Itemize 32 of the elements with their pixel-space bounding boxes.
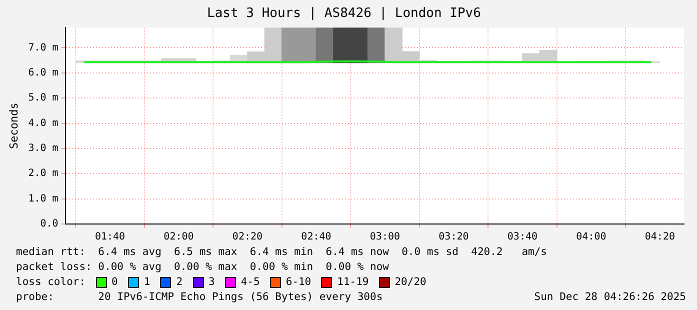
y-tick-label: 4.0 m: [28, 118, 58, 129]
y-tick-label: 2.0 m: [28, 168, 58, 180]
text: loss color:: [16, 275, 86, 290]
text: 6-10: [286, 275, 312, 290]
text: 11-19: [337, 275, 369, 290]
x-tick-label: 02:00: [164, 232, 194, 243]
x-tick-label: 03:40: [507, 232, 538, 243]
text: probe: 20 IPv6-ICMP Echo Pings (56 Bytes) every 300s: [16, 290, 383, 305]
text: 0: [112, 275, 118, 290]
x-tick-label: 02:20: [232, 232, 263, 243]
chart-title: Last 3 Hours | AS8426 | London IPv6: [207, 6, 481, 22]
text: median rtt: 6.4 ms avg 6.5 ms max 6.4 ms min 6.4 ms now 0.0 ms sd 420.2 am/s: [16, 245, 548, 260]
text: 4-5: [240, 275, 260, 290]
y-tick-label: 3.0 m: [28, 143, 58, 154]
y-tick-label: 6.0 m: [28, 68, 58, 79]
x-tick-label: 03:00: [370, 232, 400, 243]
text: 2: [176, 275, 183, 290]
x-tick-label: 04:00: [576, 232, 606, 243]
text: 1: [144, 275, 150, 290]
x-tick-label: 02:40: [301, 232, 332, 243]
x-tick-label: 03:20: [438, 232, 469, 243]
x-tick-label: 01:40: [94, 232, 126, 243]
y-axis-title: Seconds: [7, 102, 20, 149]
text: packet loss: 0.00 % avg 0.00 % max 0.00 % min 0.00 % now: [16, 260, 389, 275]
text: 3: [208, 275, 215, 290]
text: Sun Dec 28 04:26:26 2025: [534, 290, 686, 305]
y-tick-label: 5.0 m: [28, 92, 58, 104]
y-tick-label: 7.0 m: [28, 42, 58, 54]
y-tick-label: 0.0: [40, 218, 58, 230]
y-tick-label: 1.0 m: [28, 193, 58, 204]
x-tick-label: 04:20: [644, 232, 675, 243]
text: 20/20: [394, 275, 426, 290]
